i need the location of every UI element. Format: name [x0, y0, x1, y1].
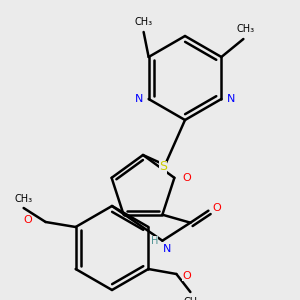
- Text: CH₃: CH₃: [15, 194, 33, 204]
- Text: O: O: [182, 271, 191, 281]
- Text: H: H: [151, 236, 158, 246]
- Text: CH₃: CH₃: [236, 24, 254, 34]
- Text: O: O: [182, 173, 191, 183]
- Text: O: O: [23, 215, 32, 225]
- Text: N: N: [163, 244, 172, 254]
- Text: N: N: [134, 94, 143, 104]
- Text: CH₃: CH₃: [135, 17, 153, 27]
- Text: N: N: [227, 94, 236, 104]
- Text: O: O: [212, 203, 221, 213]
- Text: CH₃: CH₃: [183, 297, 201, 300]
- Text: S: S: [159, 160, 167, 173]
